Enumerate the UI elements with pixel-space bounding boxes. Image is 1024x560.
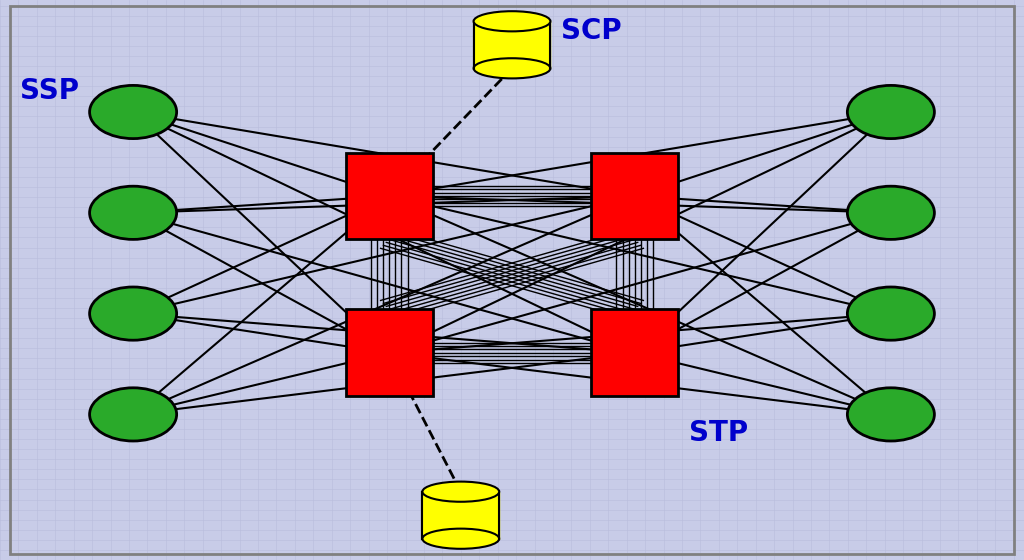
Ellipse shape xyxy=(90,388,177,441)
Ellipse shape xyxy=(90,186,177,240)
FancyBboxPatch shape xyxy=(592,309,678,396)
Text: SSP: SSP xyxy=(20,77,80,105)
Ellipse shape xyxy=(90,85,177,139)
Ellipse shape xyxy=(848,287,935,340)
Ellipse shape xyxy=(848,85,935,139)
Ellipse shape xyxy=(473,58,551,78)
FancyBboxPatch shape xyxy=(423,492,500,539)
FancyBboxPatch shape xyxy=(346,152,433,240)
FancyBboxPatch shape xyxy=(346,309,433,396)
Ellipse shape xyxy=(423,529,500,549)
Ellipse shape xyxy=(473,11,551,31)
Ellipse shape xyxy=(423,482,500,502)
Text: SCP: SCP xyxy=(561,17,622,45)
FancyBboxPatch shape xyxy=(592,152,678,240)
Ellipse shape xyxy=(848,388,935,441)
Ellipse shape xyxy=(90,287,177,340)
Ellipse shape xyxy=(848,186,935,240)
FancyBboxPatch shape xyxy=(473,21,551,68)
Text: STP: STP xyxy=(688,419,748,447)
